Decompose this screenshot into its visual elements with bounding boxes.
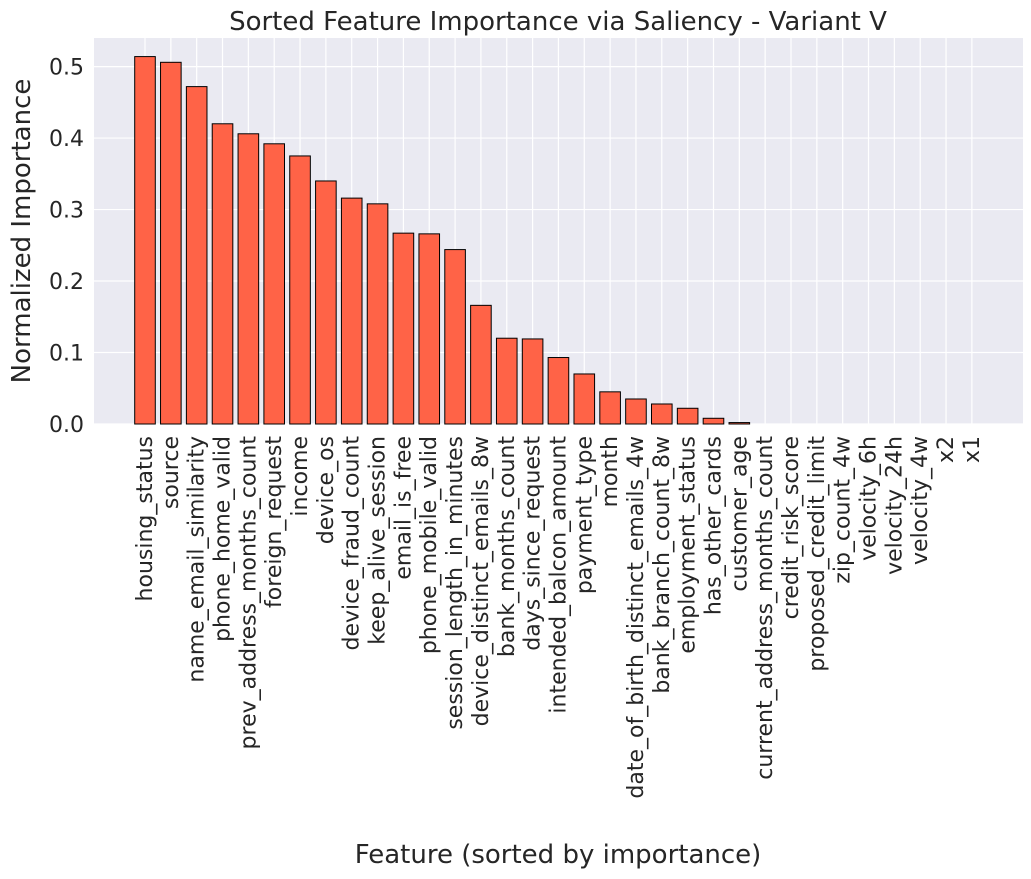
bar-date_of_birth_distinct_emails_4w [625,398,647,425]
x-tick-label: x1 [960,436,985,463]
x-tick-label: email_is_free [391,436,416,580]
y-tick-label: 0.1 [49,342,84,367]
x-tick-label: phone_mobile_valid [417,436,442,654]
bar-device_os [315,180,337,425]
x-tick-label: bank_months_count [495,436,520,657]
y-tick-label: 0.3 [49,199,84,224]
x-tick-label: credit_risk_score [779,436,804,619]
bar-prev_address_months_count [237,133,260,425]
bar-name_email_similarity [185,86,208,425]
x-tick-label: source [159,436,184,509]
y-tick-labels: 0.0 0.1 0.2 0.3 0.4 0.5 [49,56,84,438]
y-tick-label: 0.0 [49,413,84,438]
x-tick-label: device_os [314,436,339,544]
x-tick-label: device_distinct_emails_8w [469,436,494,726]
x-tick-label: date_of_birth_distinct_emails_4w [624,436,649,799]
bar-foreign_request [263,143,285,425]
x-tick-label: velocity_24h [882,436,907,575]
x-tick-label: name_email_similarity [185,436,210,683]
x-tick-label: customer_age [727,436,752,592]
x-tick-label: prev_address_months_count [236,436,261,750]
x-tick-label: velocity_4w [908,436,933,565]
bar-housing_status [134,56,156,425]
x-tick-label: keep_alive_session [366,436,391,645]
x-tick-label: month [598,436,623,507]
bar-bank_months_count [495,337,518,425]
y-tick-label: 0.2 [49,270,84,295]
bar-session_length_in_minutes [444,249,466,425]
y-tick-label: 0.4 [49,127,84,152]
bar-intended_balcon_amount [547,357,570,425]
bar-month [599,391,621,425]
bar-device_distinct_emails_8w [470,304,492,425]
x-tick-label: phone_home_valid [211,436,236,642]
x-tick-label: foreign_request [262,436,287,608]
bar-phone_home_valid [211,123,234,425]
bar-source [160,61,182,425]
bar-bank_branch_count_8w [651,403,673,425]
x-tick-label: device_fraud_count [340,436,365,651]
y-axis-label: Normalized Importance [7,79,37,384]
x-tick-label: x2 [934,436,959,463]
x-axis-label: Feature (sorted by importance) [355,840,762,870]
x-tick-label: session_length_in_minutes [443,436,468,730]
x-tick-label: employment_status [676,436,701,654]
x-tick-label: bank_branch_count_8w [650,436,675,694]
x-tick-label: intended_balcon_amount [546,436,571,714]
x-tick-label: has_other_cards [701,436,726,615]
bar-has_other_cards [702,417,725,425]
x-tick-label: velocity_6h [857,436,882,561]
x-tick-label: days_since_request [521,436,546,651]
bar-income [289,155,311,425]
bar-email_is_free [392,232,415,425]
y-tick-label: 0.5 [49,56,84,81]
chart-title: Sorted Feature Importance via Saliency -… [229,7,887,37]
bar-employment_status [676,407,699,425]
bars [134,56,751,425]
bar-device_fraud_count [340,197,363,425]
x-tick-label: income [288,436,313,517]
bar-payment_type [573,373,596,425]
bar-days_since_request [521,338,544,425]
x-tick-labels: housing_status source name_email_similarit… [133,436,985,799]
bar-phone_mobile_valid [418,233,441,425]
x-tick-label: payment_type [572,436,597,594]
bar-customer_age [728,422,751,425]
bar-keep_alive_session [366,203,389,425]
x-tick-label: housing_status [133,436,158,601]
x-tick-label: zip_count_4w [831,436,856,584]
x-tick-label: proposed_credit_limit [805,436,830,672]
x-tick-label: current_address_months_count [753,436,778,780]
